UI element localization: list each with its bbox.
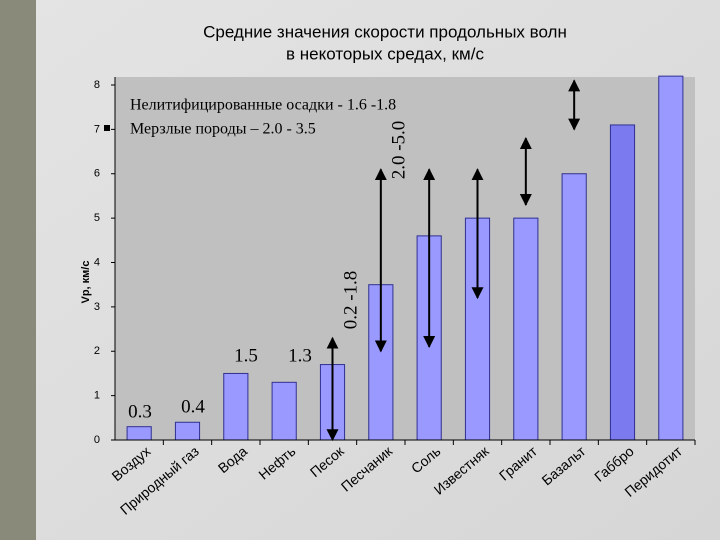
annotation: 0.2 -1.8 xyxy=(340,271,361,330)
bar xyxy=(561,173,587,441)
bar xyxy=(223,372,249,441)
annotation: 0.4 xyxy=(181,396,205,417)
legend-box xyxy=(118,89,388,144)
bar xyxy=(658,75,684,441)
y-tick-label: 4 xyxy=(94,256,100,268)
chart-title: Средние значения скорости продольных вол… xyxy=(203,22,567,41)
y-tick-label: 8 xyxy=(94,79,100,91)
y-tick-label: 1 xyxy=(94,390,100,402)
y-tick-label: 3 xyxy=(94,301,100,313)
bar xyxy=(174,421,201,441)
annotation: 0.3 xyxy=(128,401,152,422)
annotation: 2.0 -5.0 xyxy=(388,121,409,180)
y-tick-label: 6 xyxy=(94,168,100,180)
legend-marker xyxy=(104,125,110,131)
bar xyxy=(513,217,539,441)
annotation: 1.3 xyxy=(288,345,312,366)
y-axis-label: Vp, км/с xyxy=(80,261,92,304)
y-tick-label: 7 xyxy=(94,123,100,135)
y-tick-label: 2 xyxy=(94,345,100,357)
chart-subtitle: в некоторых средах, км/с xyxy=(286,44,484,63)
bar xyxy=(609,124,636,441)
bar xyxy=(271,381,297,441)
bar xyxy=(126,426,152,441)
y-tick-label: 5 xyxy=(94,212,100,224)
annotation: 1.5 xyxy=(234,345,258,366)
legend-entry: Нелитифицированные осадки - 1.6 -1.8 xyxy=(130,97,396,114)
legend-entry: Мерзлые породы – 2.0 - 3.5 xyxy=(130,121,316,138)
side-strip xyxy=(0,0,36,540)
y-tick-label: 0 xyxy=(94,434,100,446)
